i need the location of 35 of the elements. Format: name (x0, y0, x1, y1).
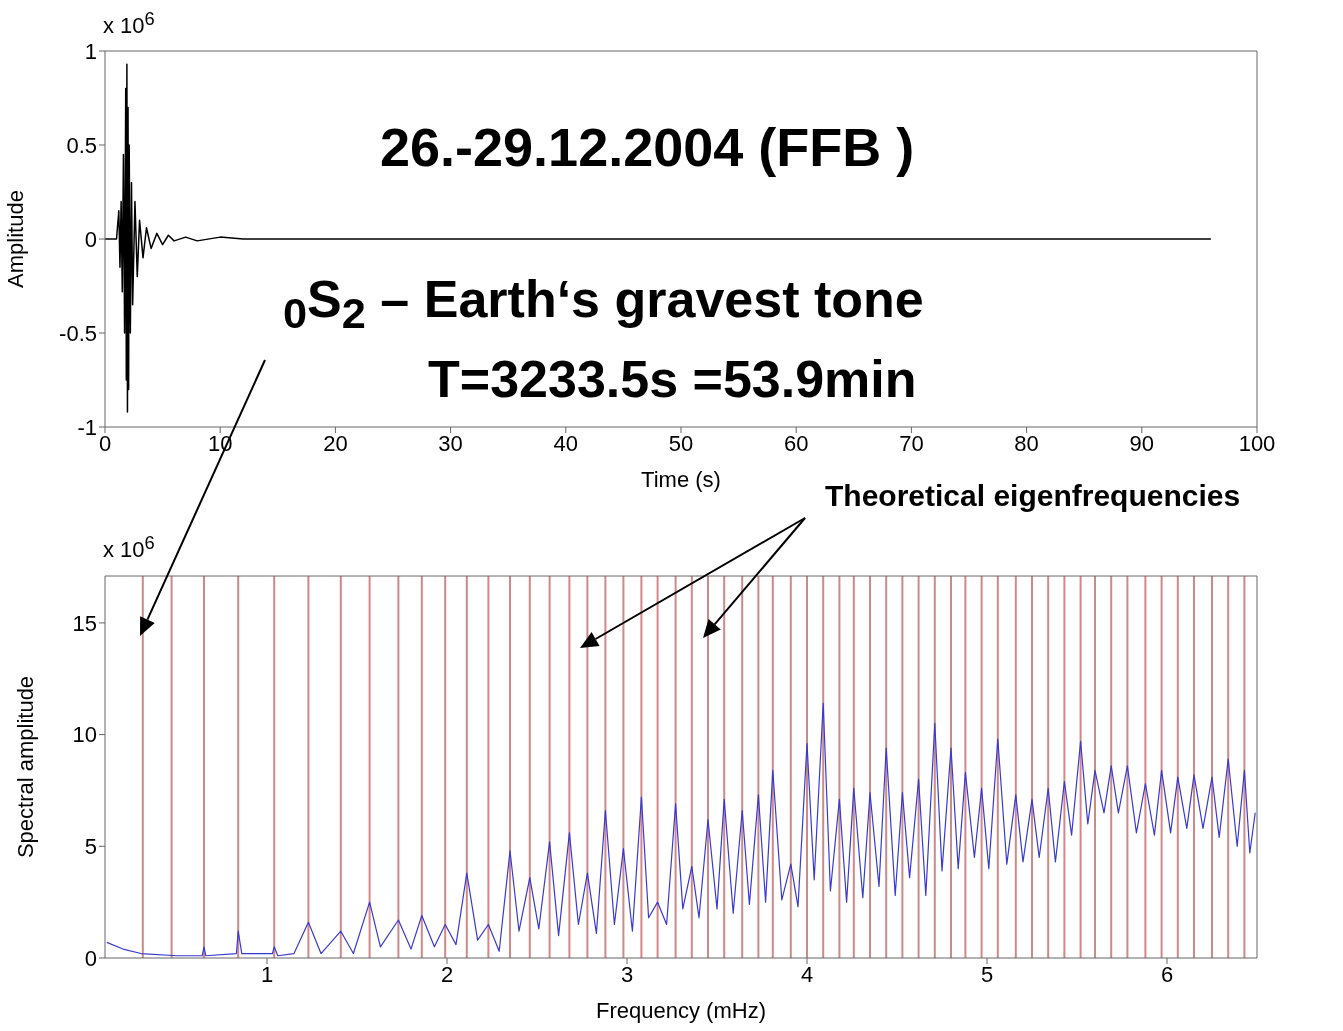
annotation: $_{0}$S$_{2}$ – Earth‘s gravest tone (283, 269, 924, 340)
text: x 10$^{6}$ (103, 532, 155, 564)
x-tick-label: 100 (1238, 430, 1276, 456)
x-tick-label: 5 (980, 961, 994, 987)
x-tick-label: 40 (553, 430, 579, 456)
y-axis-title: Spectral amplitude (12, 675, 38, 859)
x-tick-label: 4 (800, 961, 814, 987)
y-tick-label: 1 (84, 38, 97, 64)
x-axis-title: Frequency (mHz) (596, 998, 766, 1023)
y-tick-label: 0.5 (66, 132, 97, 158)
y-tick-label: -0.5 (59, 320, 97, 346)
y-tick-label: 5 (84, 834, 97, 860)
x-axis-title: Time (s) (641, 467, 721, 492)
y-tick-label: 0 (84, 945, 97, 971)
text: Theoretical eigenfrequencies (825, 478, 1241, 514)
x-tick-label: 80 (1014, 430, 1039, 456)
x-tick-label: 30 (438, 430, 463, 456)
y-tick-label: 10 (72, 722, 97, 748)
annotation: T=3233.5s =53.9min (428, 349, 917, 410)
text: 26.-29.12.2004 (FFB ) (380, 117, 915, 178)
x-tick-label: 60 (783, 430, 809, 456)
x-tick-label: 2 (440, 961, 454, 987)
x-tick-label: 70 (899, 430, 924, 456)
y-tick-label: -1 (77, 414, 97, 440)
x-tick-label: 3 (620, 961, 634, 987)
y-tick-label: 0 (84, 226, 97, 252)
y-axis-title: Amplitude (2, 190, 28, 288)
line-series (105, 63, 1212, 413)
x-tick-label: 1 (260, 961, 274, 987)
y-tick-label: 15 (72, 610, 97, 636)
x-tick-label: 6 (1160, 961, 1174, 987)
x-tick-label: 50 (668, 430, 694, 456)
x-tick-label: 90 (1129, 430, 1155, 456)
text: x 10$^{6}$ (103, 8, 155, 40)
x-tick-label: 20 (323, 430, 348, 456)
